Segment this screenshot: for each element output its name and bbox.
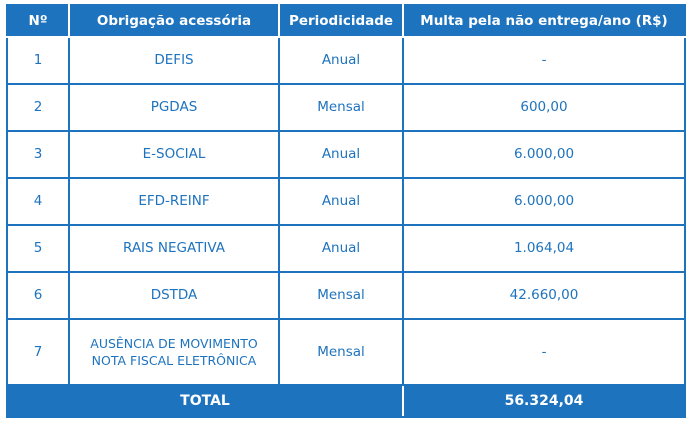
- row-periodicity: Anual: [278, 223, 404, 273]
- row-periodicity: Anual: [278, 129, 404, 179]
- row-fine: -: [402, 36, 686, 85]
- row-number: 6: [6, 270, 70, 320]
- table-row: 1 DEFIS Anual -: [6, 36, 686, 85]
- table-row: 4 EFD-REINF Anual 6.000,00: [6, 176, 686, 226]
- row-fine: 600,00: [402, 82, 686, 132]
- table-row: 3 E-SOCIAL Anual 6.000,00: [6, 129, 686, 179]
- header-periodicity: Periodicidade: [278, 4, 404, 38]
- row-periodicity: Anual: [278, 36, 404, 85]
- row-periodicity: Mensal: [278, 82, 404, 132]
- row-number: 5: [6, 223, 70, 273]
- row-number: 1: [6, 36, 70, 85]
- row-obligation: AUSÊNCIA DE MOVIMENTO NOTA FISCAL ELETRÔ…: [68, 317, 280, 387]
- row-obligation: DEFIS: [68, 36, 280, 85]
- row-fine: 6.000,00: [402, 129, 686, 179]
- header-number: Nº: [6, 4, 70, 38]
- table-row: 6 DSTDA Mensal 42.660,00: [6, 270, 686, 320]
- row-obligation: DSTDA: [68, 270, 280, 320]
- row-obligation: EFD-REINF: [68, 176, 280, 226]
- table-row: 2 PGDAS Mensal 600,00: [6, 82, 686, 132]
- row-obligation-line-1: AUSÊNCIA DE MOVIMENTO: [90, 335, 258, 351]
- row-fine: 1.064,04: [402, 223, 686, 273]
- row-number: 3: [6, 129, 70, 179]
- header-obligation: Obrigação acessória: [68, 4, 280, 38]
- row-obligation: E-SOCIAL: [68, 129, 280, 179]
- table-header-row: Nº Obrigação acessória Periodicidade Mul…: [6, 4, 686, 38]
- row-periodicity: Anual: [278, 176, 404, 226]
- row-obligation-line-2: NOTA FISCAL ELETRÔNICA: [91, 352, 257, 368]
- obligations-table: Nº Obrigação acessória Periodicidade Mul…: [6, 4, 686, 418]
- row-fine: -: [402, 317, 686, 387]
- row-fine: 42.660,00: [402, 270, 686, 320]
- table-row: 5 RAIS NEGATIVA Anual 1.064,04: [6, 223, 686, 273]
- total-row: TOTAL 56.324,04: [6, 384, 686, 418]
- row-periodicity: Mensal: [278, 317, 404, 387]
- total-value: 56.324,04: [402, 384, 686, 418]
- row-number: 2: [6, 82, 70, 132]
- row-obligation: PGDAS: [68, 82, 280, 132]
- header-fine: Multa pela não entrega/ano (R$): [402, 4, 686, 38]
- row-number: 7: [6, 317, 70, 387]
- row-periodicity: Mensal: [278, 270, 404, 320]
- total-label: TOTAL: [6, 384, 404, 418]
- table-row: 7 AUSÊNCIA DE MOVIMENTO NOTA FISCAL ELET…: [6, 317, 686, 387]
- row-fine: 6.000,00: [402, 176, 686, 226]
- row-obligation: RAIS NEGATIVA: [68, 223, 280, 273]
- row-number: 4: [6, 176, 70, 226]
